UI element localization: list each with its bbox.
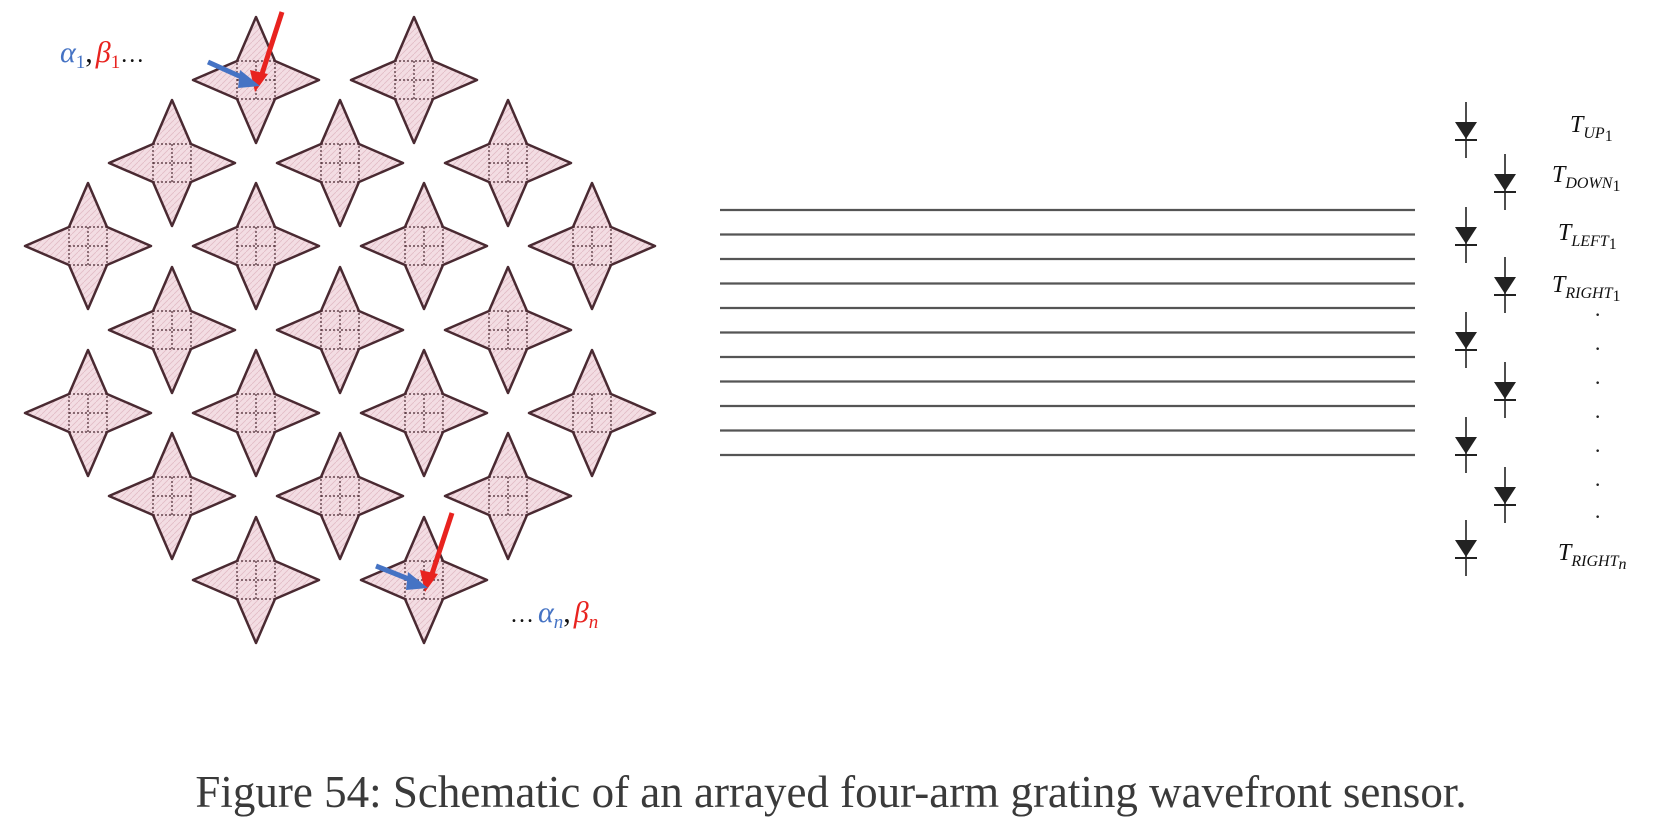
label-t-up-1: TUP1: [1570, 112, 1613, 145]
alpha-symbol: α: [60, 36, 77, 69]
beta-symbol: β: [573, 596, 589, 629]
top-angle-label: α1, β1…: [60, 36, 144, 73]
label-sub: RIGHT: [1570, 553, 1619, 570]
label-main: T: [1558, 540, 1573, 566]
ellipsis: …: [120, 42, 144, 68]
grating-star: [349, 15, 479, 145]
blue-arrowhead: [406, 572, 428, 590]
label-sub: UP: [1583, 125, 1605, 142]
continuation-dot: ·: [1594, 302, 1601, 327]
label-main: T: [1552, 272, 1567, 298]
continuation-dot: ·: [1594, 504, 1601, 529]
blue-arrowhead: [238, 70, 260, 88]
label-sub: LEFT: [1570, 233, 1609, 250]
label-index: 1: [1605, 128, 1613, 145]
label-index: n: [1618, 556, 1626, 573]
alpha-subscript: n: [554, 612, 564, 633]
grating-star: [107, 98, 237, 228]
grating-star-array: [23, 15, 657, 645]
continuation-dot: ·: [1594, 404, 1601, 429]
incident-arrows-top: [206, 11, 285, 92]
continuation-dot: ·: [1594, 370, 1601, 395]
comma: ,: [563, 596, 571, 629]
grating-star: [275, 431, 405, 561]
grating-star: [443, 431, 573, 561]
ellipsis: …: [510, 602, 534, 628]
grating-star: [275, 98, 405, 228]
grating-star: [23, 348, 153, 478]
red-incident-arrow: [427, 512, 455, 581]
bottom-angle-label: … αn, βn: [510, 596, 598, 633]
beta-subscript: n: [589, 612, 599, 633]
photodetector: [1455, 102, 1477, 158]
comma: ,: [85, 36, 93, 69]
beta-symbol: β: [95, 36, 111, 69]
continuation-dot: ·: [1594, 472, 1601, 497]
photodetector-array: [1455, 102, 1516, 576]
grating-star: [359, 181, 489, 311]
label-main: T: [1552, 162, 1567, 188]
grating-star: [443, 98, 573, 228]
continuation-dot: ·: [1594, 438, 1601, 463]
photodetector: [1455, 312, 1477, 368]
waveguide-bundle: [720, 208, 1415, 457]
label-t-right-1: TRIGHT1: [1552, 272, 1620, 305]
red-incident-arrow: [257, 11, 285, 81]
grating-star: [191, 515, 321, 645]
label-index: 1: [1612, 178, 1620, 195]
label-sub: DOWN: [1564, 175, 1613, 192]
grating-star: [107, 265, 237, 395]
label-main: T: [1558, 220, 1573, 246]
label-t-left-1: TLEFT1: [1558, 220, 1617, 253]
photodetector: [1455, 207, 1477, 263]
grating-star: [359, 348, 489, 478]
grating-star: [275, 265, 405, 395]
figure-caption: Figure 54: Schematic of an arrayed four-…: [195, 767, 1467, 817]
beta-subscript: 1: [111, 52, 121, 73]
photodetector: [1494, 467, 1516, 523]
continuation-dot: ·: [1594, 336, 1601, 361]
photodetector: [1455, 520, 1477, 576]
grating-star: [107, 431, 237, 561]
label-main: T: [1570, 112, 1585, 138]
label-index: 1: [1609, 236, 1617, 253]
label-index: 1: [1612, 288, 1620, 305]
grating-star: [443, 265, 573, 395]
vertical-ellipsis-dots: · · · · · · ·: [1594, 302, 1601, 529]
photodetector: [1494, 154, 1516, 210]
detector-labels: TUP1 TDOWN1 TLEFT1 TRIGHT1 TRIGHTn: [1552, 112, 1626, 573]
grating-star: [527, 181, 657, 311]
grating-star: [191, 348, 321, 478]
incident-arrows-bottom: [375, 512, 455, 592]
alpha-subscript: 1: [76, 52, 86, 73]
alpha-symbol: α: [538, 596, 555, 629]
label-t-right-n: TRIGHTn: [1558, 540, 1626, 573]
photodetector: [1455, 417, 1477, 473]
grating-star: [191, 181, 321, 311]
label-t-down-1: TDOWN1: [1552, 162, 1620, 195]
photodetector: [1494, 257, 1516, 313]
grating-star: [23, 181, 153, 311]
photodetector: [1494, 362, 1516, 418]
grating-star: [527, 348, 657, 478]
label-sub: RIGHT: [1564, 285, 1613, 302]
